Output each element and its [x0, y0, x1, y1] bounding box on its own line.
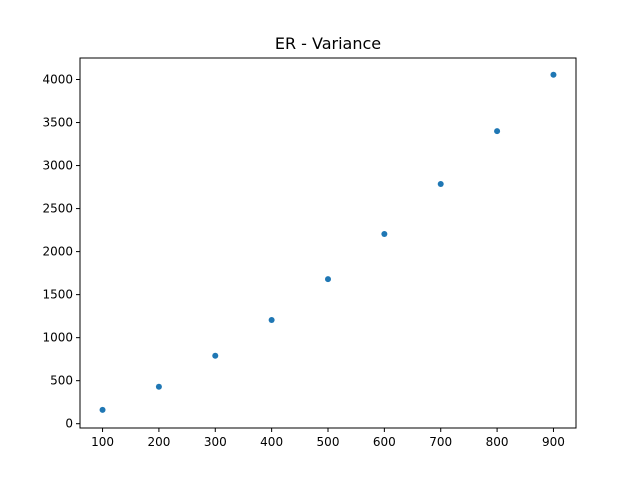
x-tick-label: 200	[147, 435, 170, 449]
plot-frame	[79, 57, 577, 429]
data-point	[550, 71, 557, 78]
data-point	[268, 317, 275, 324]
x-tick-label: 800	[486, 435, 509, 449]
data-point	[155, 383, 162, 390]
y-tick-label: 2000	[42, 245, 73, 259]
x-tick-label: 600	[373, 435, 396, 449]
x-tick-label: 300	[204, 435, 227, 449]
x-axis: 100 200 300 400 500 600 700 800 900	[91, 428, 565, 449]
x-tick-label: 500	[317, 435, 340, 449]
data-point	[494, 128, 501, 135]
y-tick-label: 500	[50, 374, 73, 388]
data-points	[99, 71, 557, 413]
data-point	[381, 230, 388, 237]
x-tick-label: 700	[429, 435, 452, 449]
data-point	[212, 352, 219, 359]
x-tick-label: 100	[91, 435, 114, 449]
y-tick-label: 4000	[42, 73, 73, 87]
y-tick-label: 1500	[42, 288, 73, 302]
y-tick-label: 0	[65, 417, 73, 431]
data-point	[325, 276, 331, 283]
y-axis: 0 500 1000 1500 2000 2500 3000 3500 4000	[42, 73, 80, 431]
y-tick-label: 1000	[42, 331, 73, 345]
y-tick-label: 3000	[42, 159, 73, 173]
y-tick-label: 2500	[42, 202, 73, 216]
chart-title: ER - Variance	[275, 34, 381, 53]
x-tick-label: 400	[260, 435, 283, 449]
data-point	[99, 406, 106, 413]
y-tick-label: 3500	[42, 116, 73, 130]
x-tick-label: 900	[542, 435, 565, 449]
data-point	[437, 181, 444, 188]
